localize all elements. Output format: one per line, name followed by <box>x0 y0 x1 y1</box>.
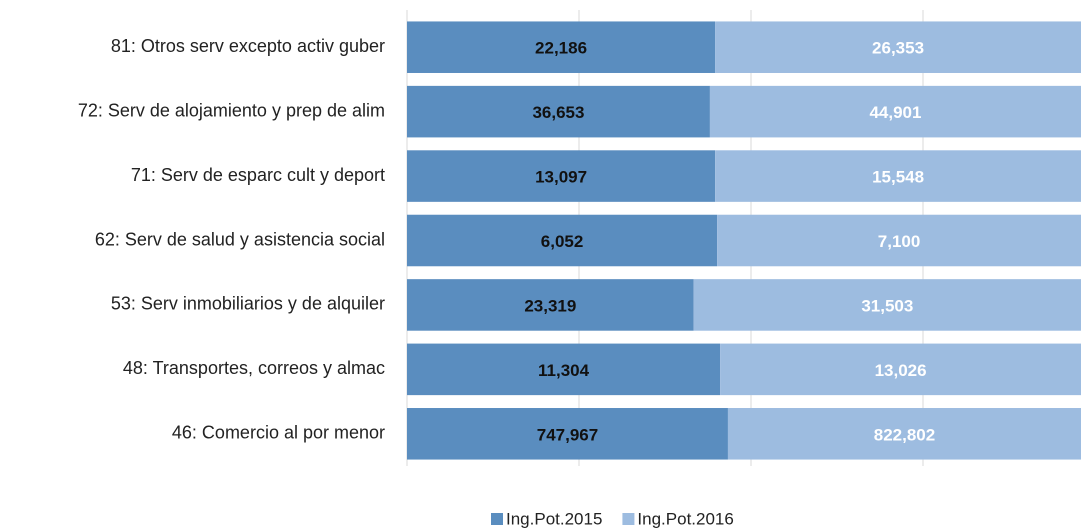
bar <box>715 21 1081 73</box>
bar <box>720 343 1081 396</box>
bar <box>693 279 1081 331</box>
legend-swatch <box>622 513 635 525</box>
value-label: 36,653 <box>532 103 584 122</box>
value-label: 6,052 <box>541 232 584 251</box>
value-label: 15,548 <box>872 168 924 187</box>
bar <box>407 214 718 267</box>
bar <box>715 150 1081 202</box>
legend-label: Ing.Pot.2015 <box>506 509 602 528</box>
legend-swatch <box>491 513 503 525</box>
bar <box>717 214 1081 267</box>
bar <box>407 279 694 331</box>
bar <box>407 408 728 460</box>
value-label: 13,097 <box>535 168 587 187</box>
value-label: 22,186 <box>535 39 587 58</box>
value-label: 31,503 <box>861 296 913 315</box>
category-label: 46: Comercio al por menor <box>172 423 385 443</box>
category-label: 71: Serv de esparc cult y deport <box>131 165 385 185</box>
category-label: 48: Transportes, correos y almac <box>123 358 385 378</box>
value-label: 822,802 <box>874 425 935 444</box>
bar <box>407 21 716 73</box>
bar <box>407 85 710 138</box>
category-label: 62: Serv de salud y asistencia social <box>95 229 385 249</box>
legend-label: Ing.Pot.2016 <box>637 509 733 528</box>
value-label: 747,967 <box>537 425 598 444</box>
bar <box>407 150 716 202</box>
category-label: 72: Serv de alojamiento y prep de alim <box>78 100 385 120</box>
value-label: 26,353 <box>872 39 924 58</box>
category-label: 81: Otros serv excepto activ guber <box>111 36 385 56</box>
bar <box>727 408 1081 460</box>
value-label: 7,100 <box>878 232 921 251</box>
value-label: 44,901 <box>869 103 921 122</box>
value-label: 13,026 <box>875 361 927 380</box>
value-label: 23,319 <box>524 296 576 315</box>
bar <box>709 85 1081 138</box>
bar <box>407 343 721 396</box>
value-label: 11,304 <box>538 361 590 380</box>
category-label: 53: Serv inmobiliarios y de alquiler <box>111 294 385 314</box>
